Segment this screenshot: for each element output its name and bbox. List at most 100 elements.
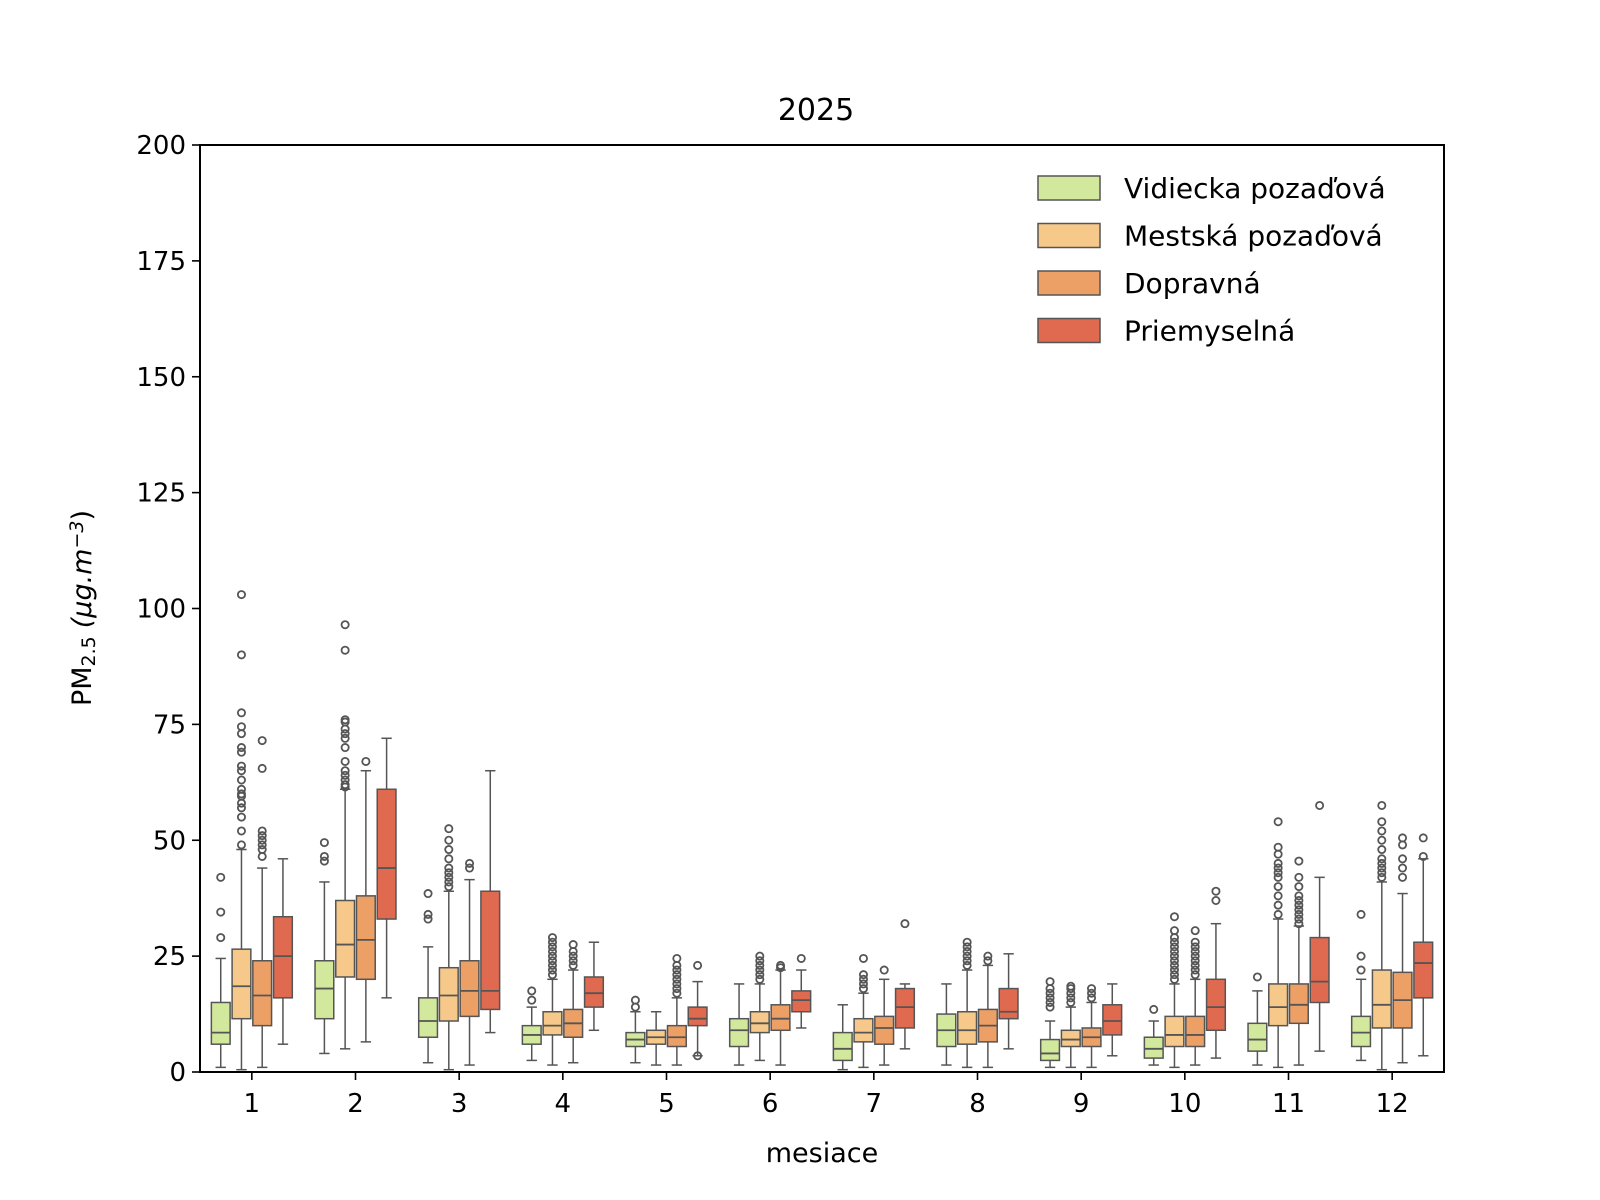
- series-group: [231, 590, 1392, 1071]
- outlier-point: [547, 956, 557, 966]
- x-tick-label: 2: [347, 1089, 364, 1119]
- outlier-point: [1190, 970, 1200, 980]
- outlier-point: [236, 650, 246, 660]
- outlier-point: [1273, 868, 1283, 878]
- box-group: [1081, 984, 1102, 1069]
- box-rect: [666, 1024, 687, 1048]
- outlier-point: [236, 803, 246, 813]
- outlier-point: [257, 831, 267, 841]
- x-tick-label: 9: [1073, 1089, 1090, 1119]
- legend-swatch: [1037, 270, 1101, 296]
- box-group: [355, 756, 376, 1043]
- outlier-point: [236, 789, 246, 799]
- outlier-point: [1169, 965, 1179, 975]
- outlier-point: [1273, 900, 1283, 910]
- outlier-point: [630, 995, 640, 1005]
- box-group: [210, 872, 231, 1069]
- outlier-point: [1190, 956, 1200, 966]
- outlier-point: [236, 775, 246, 785]
- outlier-point: [236, 766, 246, 776]
- outlier-point: [755, 960, 765, 970]
- box-group: [874, 965, 895, 1066]
- outlier-point: [1273, 882, 1283, 892]
- legend-swatch: [1037, 175, 1101, 201]
- outlier-point: [340, 743, 350, 753]
- box-rect: [542, 1010, 563, 1036]
- y-tick-label: 200: [136, 131, 186, 161]
- outlier-point: [340, 715, 350, 725]
- outlier-point: [1045, 977, 1055, 987]
- outlier-point: [1398, 854, 1408, 864]
- box-group: [998, 953, 1019, 1050]
- y-axis-title: PM2.5 (µg.m−3): [66, 510, 100, 706]
- box-group: [542, 933, 563, 1066]
- outlier-point: [1087, 984, 1097, 994]
- box-group: [666, 953, 687, 1066]
- outlier-point: [1169, 974, 1179, 984]
- outlier-point: [547, 942, 557, 952]
- outlier-point: [1169, 912, 1179, 922]
- outlier-point: [257, 840, 267, 850]
- outlier-point: [858, 984, 868, 994]
- box-rect: [252, 960, 273, 1027]
- outlier-point: [1149, 1004, 1159, 1014]
- box-group: [936, 983, 957, 1066]
- y-tick-label: 100: [136, 595, 186, 625]
- y-tick-label: 0: [169, 1058, 186, 1088]
- plot-area: [210, 590, 1434, 1071]
- box-rect: [1288, 983, 1309, 1025]
- box-group: [376, 737, 397, 999]
- outlier-point: [547, 946, 557, 956]
- legend: Vidiecka pozaďová Mestská pozaďová Dopravn…: [1037, 172, 1386, 348]
- outlier-point: [1169, 946, 1179, 956]
- outlier-point: [962, 951, 972, 961]
- outlier-point: [1377, 800, 1387, 810]
- box-group: [252, 736, 273, 1069]
- y-tick-label: 150: [136, 363, 186, 393]
- outlier-point: [858, 979, 868, 989]
- box-rect: [355, 895, 376, 981]
- y-tick-label: 175: [136, 247, 186, 277]
- box-rect: [1350, 1015, 1372, 1048]
- outlier-point: [1294, 856, 1304, 866]
- box-group: [1060, 981, 1081, 1069]
- box-rect: [770, 1004, 791, 1032]
- box-group: [977, 951, 998, 1069]
- box-group: [314, 838, 335, 1055]
- box-group: [272, 858, 294, 1045]
- outlier-point: [672, 984, 682, 994]
- box-rect: [314, 960, 335, 1020]
- outlier-point: [962, 942, 972, 952]
- box-group: [1102, 983, 1123, 1057]
- box-rect: [957, 1010, 978, 1045]
- outlier-point: [236, 784, 246, 794]
- y-tick-label: 125: [136, 479, 186, 509]
- box-group: [957, 937, 978, 1069]
- outlier-point: [1356, 909, 1366, 919]
- box-rect: [728, 1017, 750, 1048]
- box-rect: [459, 960, 480, 1018]
- outlier-point: [672, 965, 682, 975]
- box-group: [1247, 972, 1268, 1066]
- outlier-point: [755, 974, 765, 984]
- outlier-point: [1294, 882, 1304, 892]
- box-group: [894, 919, 916, 1050]
- outlier-point: [1066, 981, 1076, 991]
- outlier-point: [361, 756, 371, 766]
- outlier-point: [1211, 886, 1221, 896]
- outlier-point: [879, 965, 889, 975]
- outlier-point: [1190, 951, 1200, 961]
- outlier-point: [1273, 858, 1283, 868]
- box-group: [1185, 926, 1206, 1066]
- outlier-point: [693, 960, 703, 970]
- outlier-point: [900, 919, 910, 929]
- outlier-point: [423, 909, 433, 919]
- outlier-point: [444, 877, 454, 887]
- box-group: [1413, 833, 1434, 1057]
- outlier-point: [755, 970, 765, 980]
- outlier-point: [1377, 854, 1387, 864]
- outlier-point: [755, 965, 765, 975]
- box-rect: [480, 890, 501, 1011]
- box-rect: [376, 788, 397, 920]
- x-tick-label: 8: [969, 1089, 986, 1119]
